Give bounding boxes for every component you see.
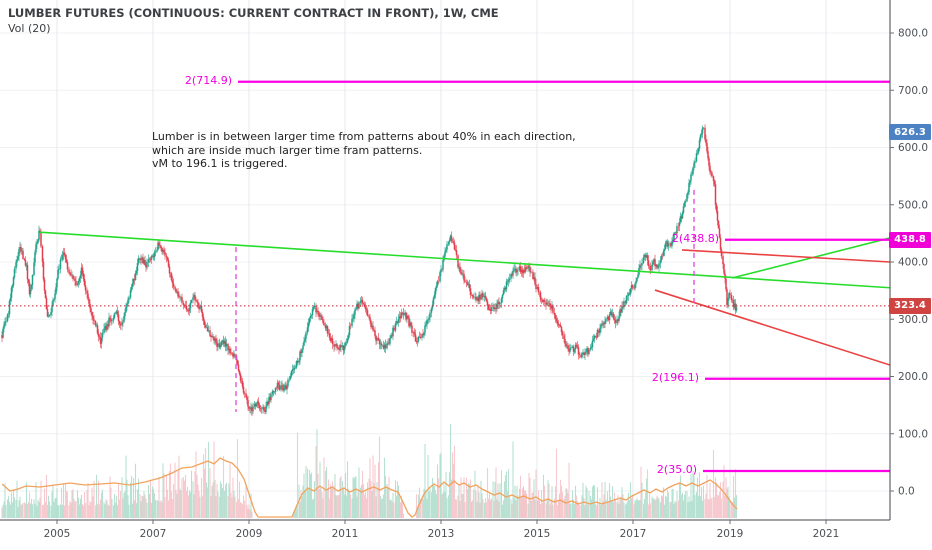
ray-label-438-8[interactable]: 2(438.8) bbox=[671, 231, 719, 245]
x-axis-label[interactable]: 2013 bbox=[428, 528, 455, 540]
y-axis-label[interactable]: 600.0 bbox=[898, 142, 928, 154]
chart-title: LUMBER FUTURES (CONTINUOUS: CURRENT CONT… bbox=[8, 6, 499, 20]
volume-bars-down bbox=[1, 432, 737, 518]
ray-label-196-1[interactable]: 2(196.1) bbox=[651, 370, 699, 384]
annotation-line-2: which are inside much larger time fram p… bbox=[152, 143, 423, 157]
y-axis-label[interactable]: 100.0 bbox=[898, 428, 928, 440]
y-axis-label[interactable]: 800.0 bbox=[898, 28, 928, 40]
volume-indicator-label[interactable]: Vol (20) bbox=[8, 22, 51, 35]
ray-label-35-0[interactable]: 2(35.0) bbox=[656, 462, 697, 476]
annotation-line-3: vM to 196.1 is triggered. bbox=[152, 157, 288, 170]
trendline-green[interactable] bbox=[39, 231, 891, 289]
x-axis-label[interactable]: 2019 bbox=[717, 528, 744, 540]
x-axis-label[interactable]: 2017 bbox=[620, 528, 647, 540]
volume-ma-line[interactable] bbox=[1, 457, 738, 518]
x-axis-label[interactable]: 2015 bbox=[524, 528, 551, 540]
x-axis-label[interactable]: 2011 bbox=[332, 528, 359, 540]
y-axis-label[interactable]: 700.0 bbox=[898, 85, 928, 97]
ray-label-714-9[interactable]: 2(714.9) bbox=[184, 73, 232, 87]
y-axis-label[interactable]: 200.0 bbox=[898, 371, 928, 383]
annotation-line-1: Lumber is in between larger time from pa… bbox=[152, 130, 576, 143]
x-axis-label[interactable]: 2005 bbox=[44, 528, 71, 540]
y-axis-label[interactable]: 500.0 bbox=[898, 199, 928, 211]
y-axis-label[interactable]: 400.0 bbox=[898, 257, 928, 269]
candle-bodies-up bbox=[2, 127, 738, 412]
trendline-red[interactable] bbox=[681, 249, 891, 263]
x-axis-label[interactable]: 2021 bbox=[813, 528, 840, 540]
price-badge-blue: 626.3 bbox=[889, 124, 931, 141]
price-badge-red: 323.4 bbox=[889, 297, 931, 314]
y-axis-label[interactable]: 0.0 bbox=[898, 486, 915, 498]
x-axis-label[interactable]: 2009 bbox=[236, 528, 263, 540]
price-badge-magenta: 438.8 bbox=[889, 231, 931, 248]
x-axis-label[interactable]: 2007 bbox=[140, 528, 167, 540]
candle-bodies-down bbox=[1, 127, 737, 412]
trendline-red[interactable] bbox=[654, 289, 891, 366]
annotation-text[interactable]: Lumber is in between larger time from pa… bbox=[152, 130, 576, 171]
y-axis-label[interactable]: 300.0 bbox=[898, 314, 928, 326]
